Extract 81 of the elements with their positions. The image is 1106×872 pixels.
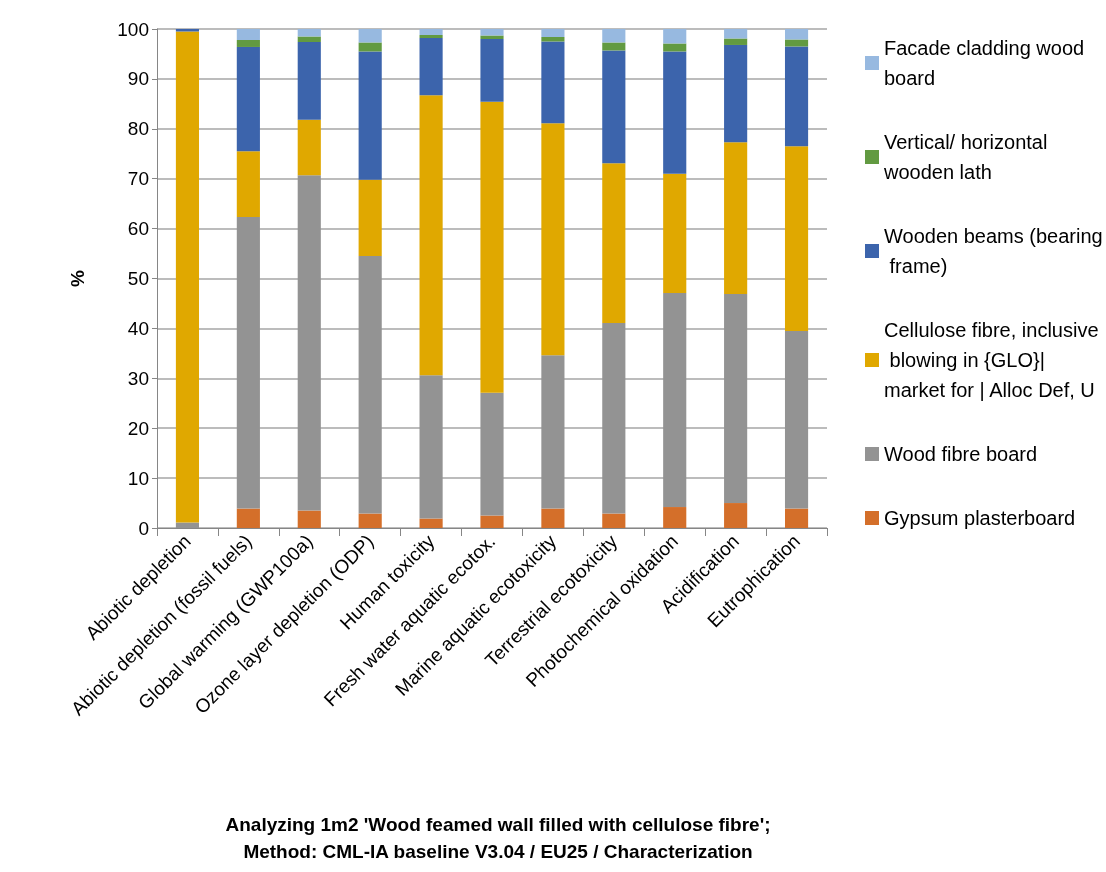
bar xyxy=(480,515,504,528)
y-tick-label: 0 xyxy=(138,517,149,539)
bar xyxy=(236,151,260,218)
bar xyxy=(419,34,443,38)
y-tick-label: 40 xyxy=(127,317,149,339)
y-tick-label: 30 xyxy=(127,367,149,389)
bar xyxy=(602,50,626,164)
bar xyxy=(663,507,687,528)
y-axis-title: % xyxy=(67,269,88,287)
bar xyxy=(724,142,748,294)
legend-label: Vertical/ horizontal wooden lath xyxy=(883,131,1053,183)
bar xyxy=(175,31,200,523)
bar xyxy=(784,330,809,509)
bar xyxy=(358,29,382,43)
legend-label: Gypsum plasterboard xyxy=(884,507,1076,529)
bar xyxy=(602,513,626,528)
bar xyxy=(358,51,382,180)
text: Method: CML-IA baseline V3.04 / EU25 / Characterization xyxy=(243,841,753,862)
bar xyxy=(419,95,443,376)
bar xyxy=(297,175,321,511)
bar xyxy=(480,38,504,102)
bar xyxy=(297,36,321,42)
bar xyxy=(784,508,809,528)
bar xyxy=(602,163,626,323)
bar xyxy=(297,41,321,120)
bar xyxy=(663,173,687,293)
bar xyxy=(236,29,260,40)
bar xyxy=(541,29,565,37)
bar xyxy=(724,44,748,143)
bar xyxy=(602,29,626,43)
bar xyxy=(784,39,809,47)
bar xyxy=(541,508,565,528)
bar xyxy=(480,101,504,393)
y-tick-label: 90 xyxy=(127,68,149,90)
bar xyxy=(236,217,260,509)
bar xyxy=(663,43,687,52)
bar xyxy=(358,513,382,528)
y-tick-label: 60 xyxy=(127,218,149,240)
bar xyxy=(480,392,504,516)
y-tick-label: 10 xyxy=(127,467,149,489)
y-tick-label: 70 xyxy=(127,168,149,190)
bar xyxy=(541,41,565,124)
bar xyxy=(602,42,626,51)
bar xyxy=(175,522,200,528)
bar xyxy=(358,256,382,514)
bar xyxy=(297,29,321,37)
bar xyxy=(541,355,565,509)
bar xyxy=(419,37,443,96)
bar xyxy=(480,29,504,36)
y-tick-label: 50 xyxy=(127,268,149,289)
bar xyxy=(236,39,260,47)
bar xyxy=(419,518,443,528)
bar xyxy=(480,35,504,39)
bar xyxy=(297,119,321,176)
bar xyxy=(419,375,443,519)
bar xyxy=(724,503,748,528)
bar xyxy=(724,29,748,39)
y-tick-label: 80 xyxy=(127,118,149,140)
bar xyxy=(236,508,260,528)
bar xyxy=(784,29,809,40)
bar xyxy=(236,46,260,152)
bar xyxy=(724,38,748,45)
bar xyxy=(419,29,443,35)
bar xyxy=(358,179,382,257)
legend-label: Facade cladding wood board xyxy=(884,37,1090,89)
y-tick-label: 20 xyxy=(127,417,149,439)
bar xyxy=(297,510,321,528)
legend-label: Cellulose fibre, inclusive blowing in {GLO}| market for | Alloc Def, U xyxy=(884,319,1099,401)
text: Analyzing 1m2 'Wood feamed wall filled with cellulose fibre'; xyxy=(225,814,771,835)
legend-label: Wood fibre board xyxy=(884,443,1038,465)
bar xyxy=(602,322,626,514)
legend-label: Wooden beams (bearing frame) xyxy=(884,225,1103,277)
bar xyxy=(784,146,809,331)
bar xyxy=(663,29,687,44)
bar xyxy=(784,46,809,147)
bar xyxy=(358,42,382,52)
bar xyxy=(663,292,687,508)
bar xyxy=(724,293,748,504)
bar xyxy=(541,123,565,356)
bar xyxy=(663,51,687,174)
y-tick-label: 100 xyxy=(117,18,149,40)
